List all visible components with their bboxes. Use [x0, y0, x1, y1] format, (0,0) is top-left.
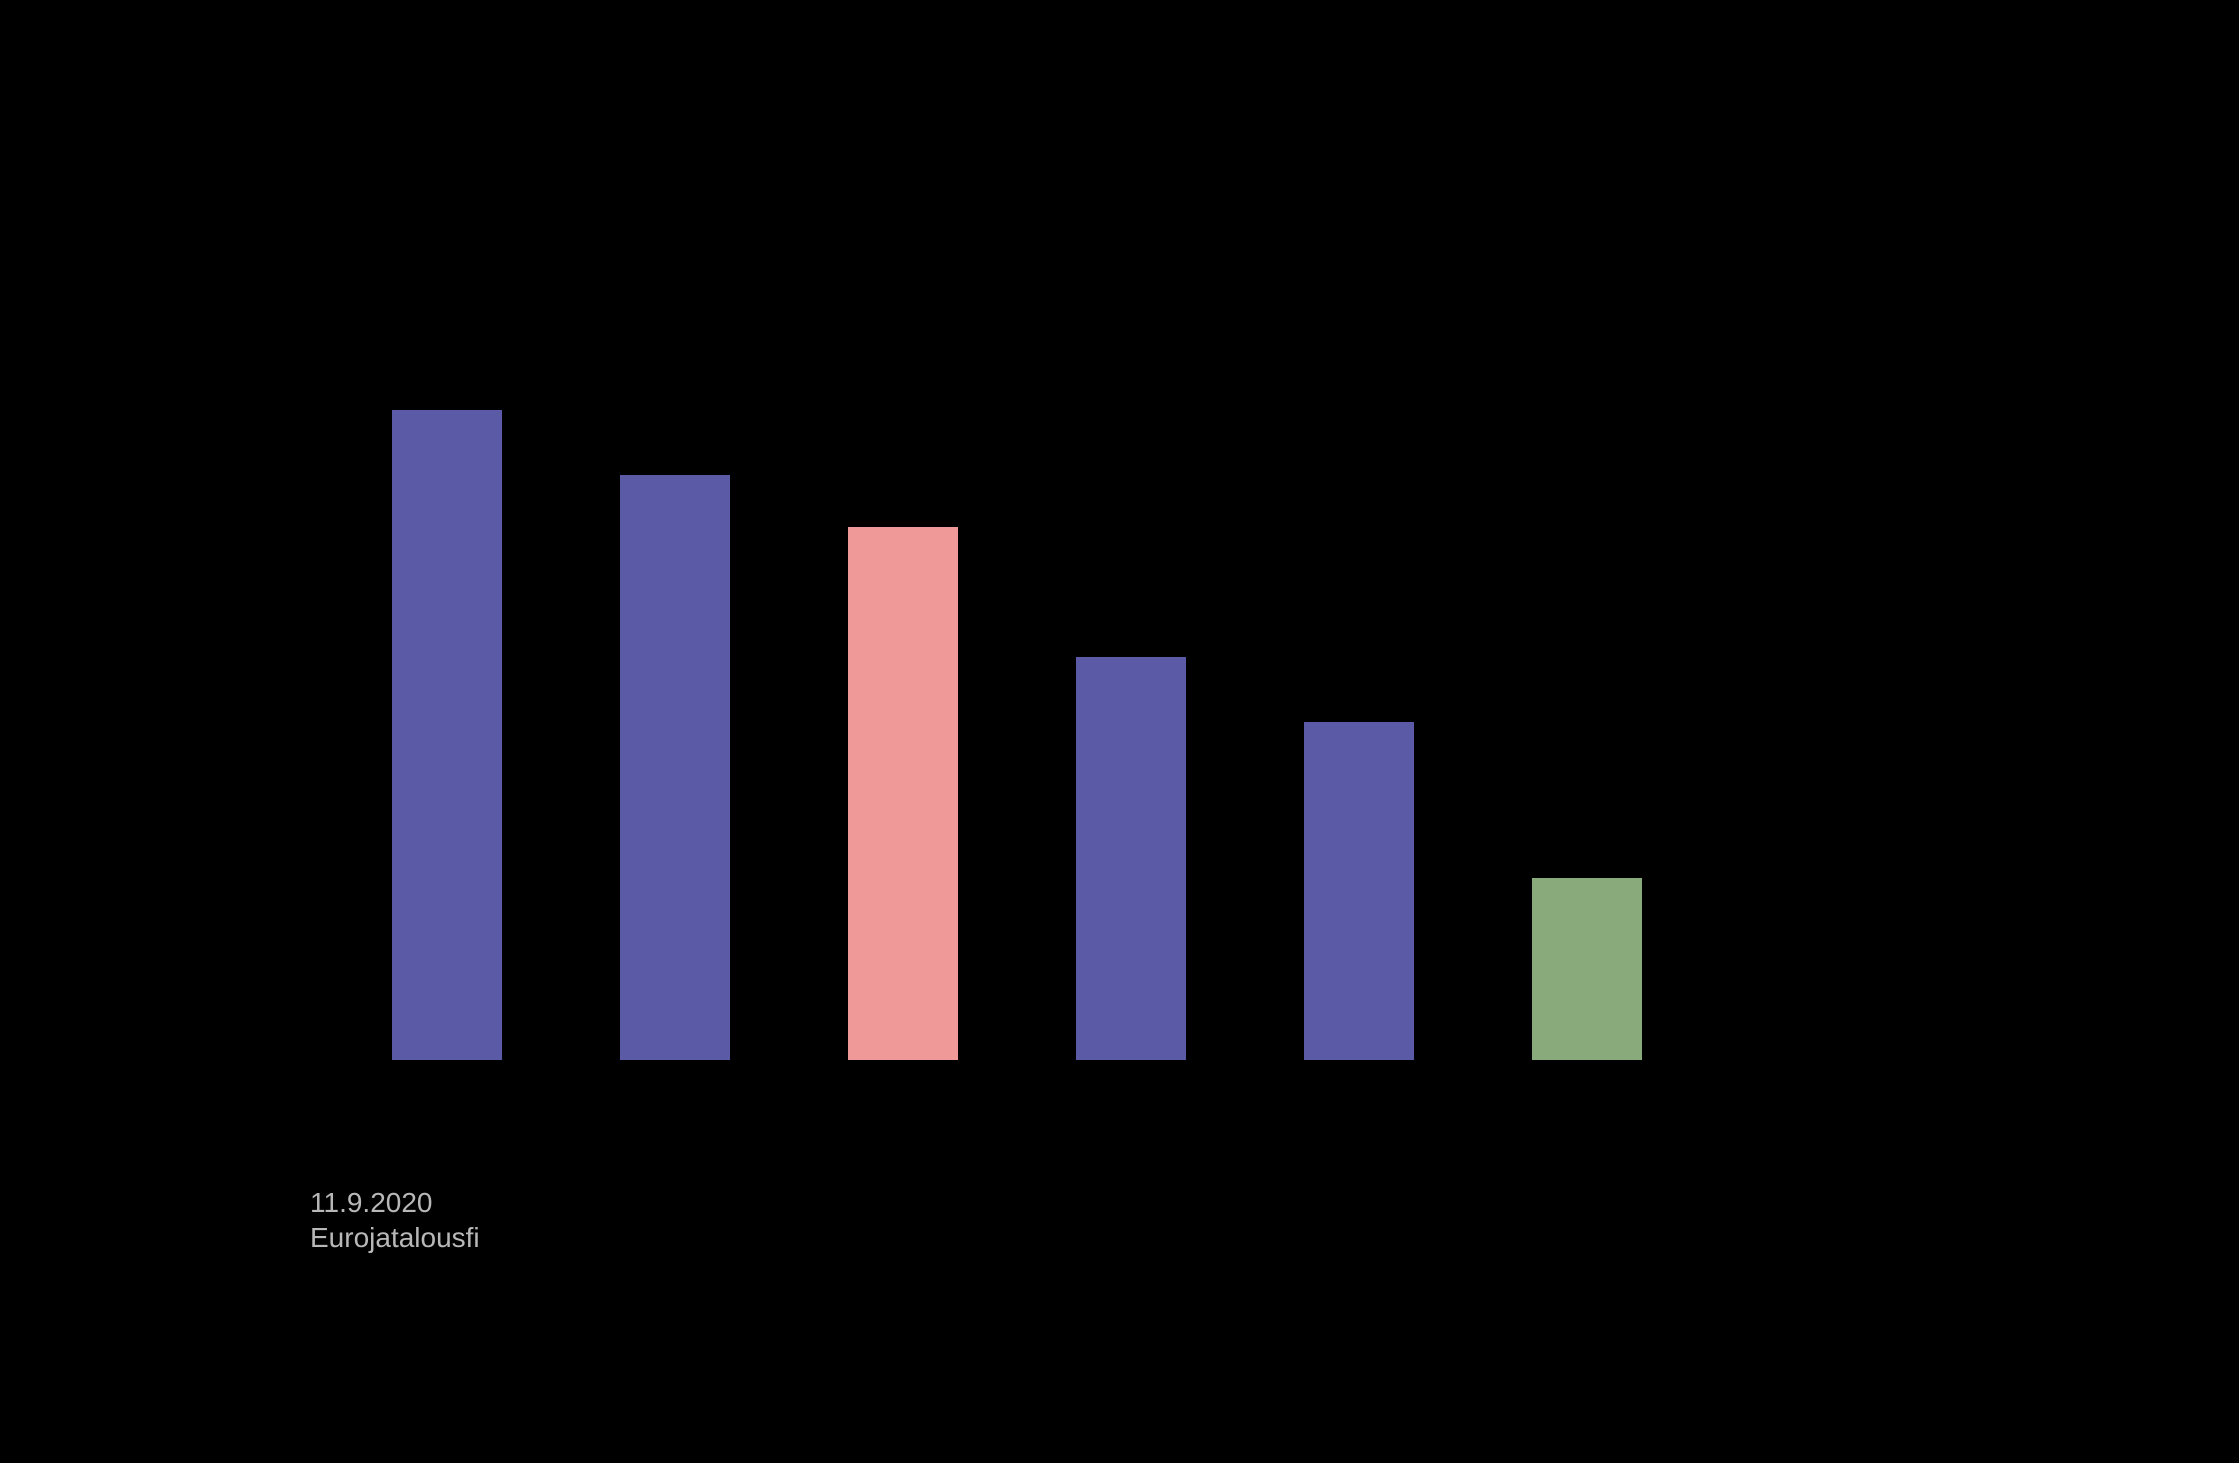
bar-chart: [392, 410, 1642, 1060]
bar-2: [620, 475, 730, 1060]
bar-6: [1532, 878, 1642, 1060]
bar-1: [392, 410, 502, 1060]
bar-5: [1304, 722, 1414, 1060]
caption-source: Eurojatalousfi: [310, 1222, 480, 1253]
bar-4: [1076, 657, 1186, 1060]
chart-caption: 11.9.2020 Eurojatalousfi: [310, 1185, 480, 1255]
caption-date: 11.9.2020: [310, 1187, 433, 1218]
bar-3: [848, 527, 958, 1060]
